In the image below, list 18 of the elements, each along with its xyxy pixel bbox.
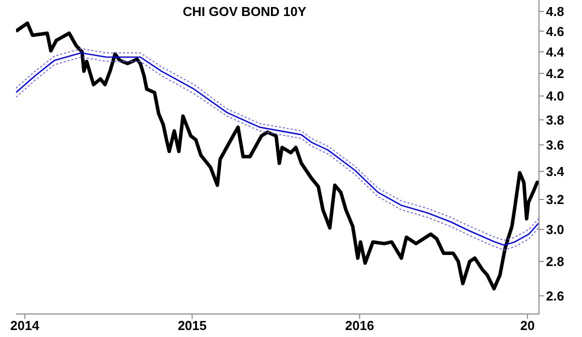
line-series (16, 21, 539, 290)
x-tick-label: 2016 (345, 318, 374, 334)
y-tick-label: 3.4 (546, 164, 565, 180)
x-tick-label: 2014 (10, 318, 40, 334)
y-tick-label: 3.2 (546, 192, 564, 208)
y-tick-label: 4.0 (546, 88, 564, 104)
y-tick-label: 4.8 (546, 4, 564, 20)
y-tick-label: 4.4 (546, 44, 565, 60)
y-tick-label: 2.8 (546, 254, 564, 270)
x-tick-label: 2015 (178, 318, 207, 334)
y-tick-label: 4.2 (546, 66, 564, 81)
y-tick-label: 2.6 (546, 288, 564, 304)
y-tick-label: 4.6 (546, 24, 564, 39)
chart-title: CHI GOV BOND 10Y (182, 4, 308, 19)
y-tick-label: 3.6 (546, 137, 564, 152)
y-tick-label: 3.8 (546, 112, 564, 128)
x-tick-label: 20 (520, 318, 535, 334)
y-tick-label: 3.0 (546, 222, 564, 238)
